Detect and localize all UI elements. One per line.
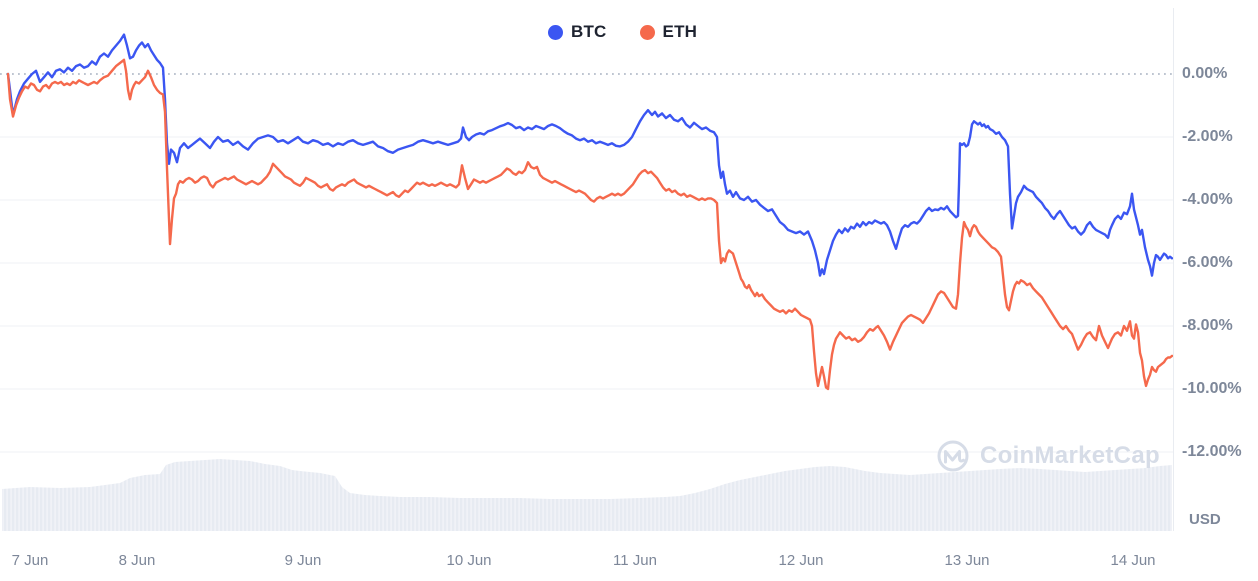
- y-tick-label: -8.00%: [1182, 317, 1233, 334]
- x-tick-label: 11 Jun: [613, 552, 657, 569]
- x-tick-label: 9 Jun: [284, 552, 322, 569]
- y-tick-label: -6.00%: [1182, 254, 1233, 271]
- btc-legend-label: BTC: [571, 22, 607, 41]
- x-tick-label: 10 Jun: [446, 552, 492, 569]
- coinmarketcap-logo-icon: [937, 440, 969, 472]
- volume-area: [2, 459, 1172, 531]
- y-axis-unit: USD: [1189, 511, 1221, 528]
- y-tick-label: -12.00%: [1182, 443, 1242, 460]
- y-tick-label: 0.00%: [1182, 65, 1228, 82]
- y-tick-label: -2.00%: [1182, 128, 1233, 145]
- eth-legend-label: ETH: [662, 22, 698, 41]
- x-tick-label: 13 Jun: [944, 552, 990, 569]
- x-tick-label: 7 Jun: [11, 552, 49, 569]
- x-tick-label: 12 Jun: [778, 552, 824, 569]
- chart-legend: BTC ETH: [548, 22, 697, 42]
- coinmarketcap-watermark: CoinMarketCap: [936, 439, 1160, 473]
- x-tick-label: 14 Jun: [1110, 552, 1156, 569]
- y-tick-label: -4.00%: [1182, 191, 1233, 208]
- eth-line: [6, 58, 1174, 391]
- x-tick-label: 8 Jun: [118, 552, 156, 569]
- legend-item-eth[interactable]: ETH: [639, 22, 698, 42]
- btc-legend-dot-icon: [548, 24, 563, 40]
- legend-item-btc[interactable]: BTC: [548, 22, 607, 42]
- btc-line: [6, 33, 1174, 277]
- watermark-text: CoinMarketCap: [980, 442, 1160, 469]
- y-tick-label: -10.00%: [1182, 380, 1242, 397]
- eth-legend-dot-icon: [639, 24, 655, 40]
